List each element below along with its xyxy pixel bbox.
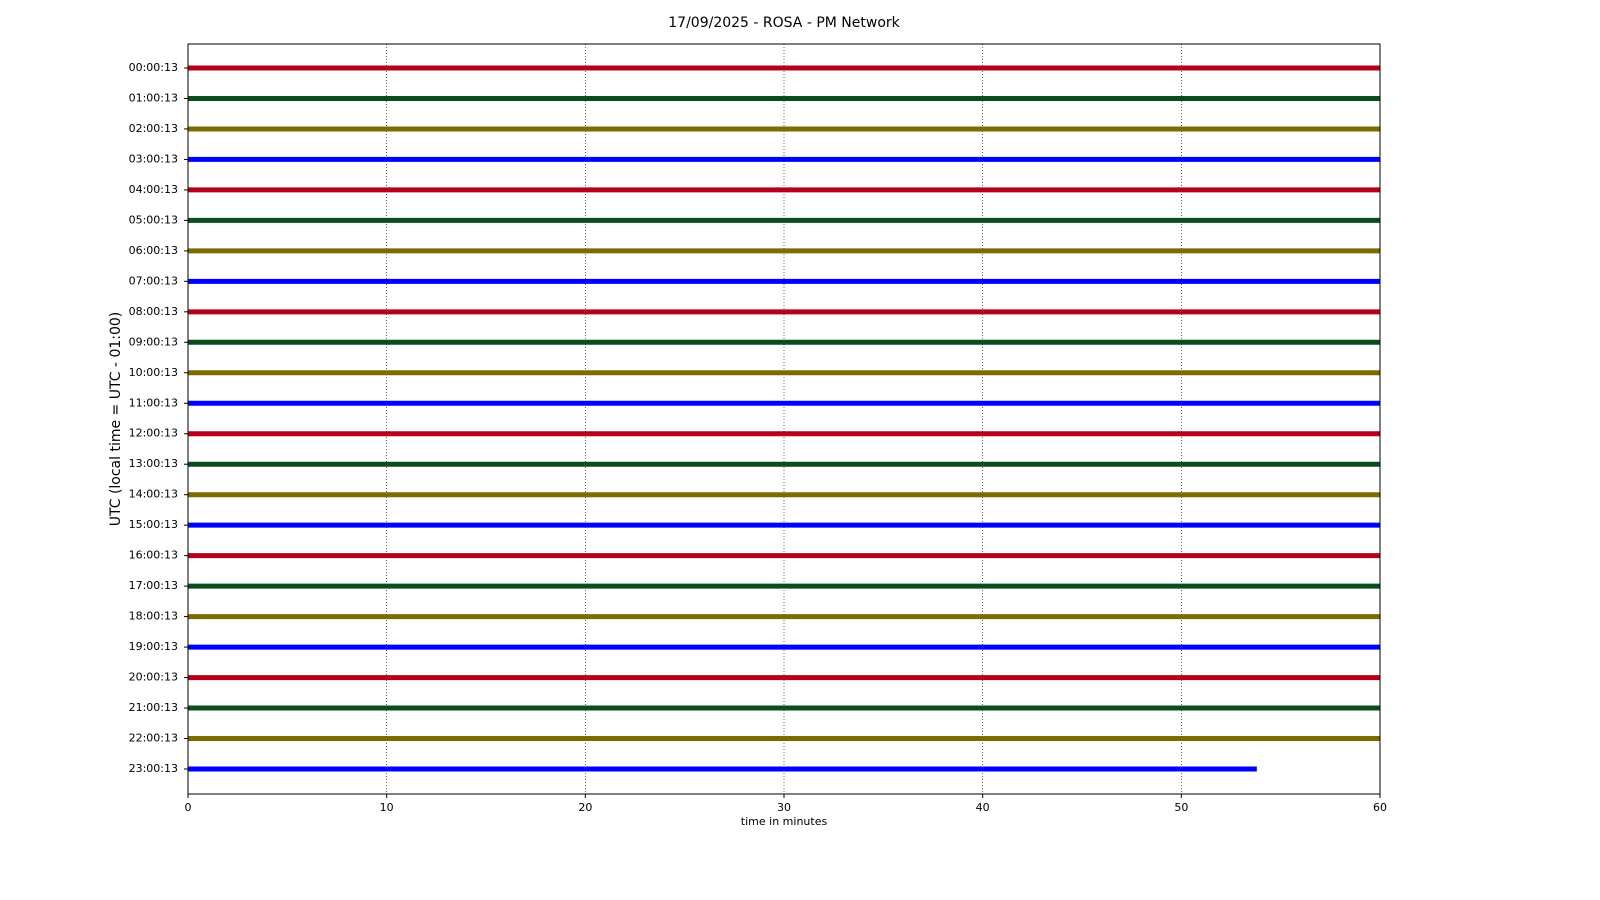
plot-frame bbox=[187, 43, 1381, 795]
y-tick-label: 17:00:13 bbox=[129, 579, 178, 592]
x-tick-label: 0 bbox=[185, 801, 192, 814]
y-tick-label: 02:00:13 bbox=[129, 122, 178, 135]
y-tick-label: 19:00:13 bbox=[129, 640, 178, 653]
y-tick-label: 13:00:13 bbox=[129, 457, 178, 470]
y-tick-label: 08:00:13 bbox=[129, 305, 178, 318]
y-tick-label: 06:00:13 bbox=[129, 244, 178, 257]
x-tick-label: 10 bbox=[380, 801, 394, 814]
y-tick-label: 14:00:13 bbox=[129, 488, 178, 501]
y-tick-label: 01:00:13 bbox=[129, 91, 178, 104]
x-axis-label: time in minutes bbox=[741, 815, 828, 828]
y-tick-label: 04:00:13 bbox=[129, 183, 178, 196]
y-tick-label: 11:00:13 bbox=[129, 396, 178, 409]
y-tick-label: 22:00:13 bbox=[129, 732, 178, 745]
y-tick-label: 12:00:13 bbox=[129, 427, 178, 440]
y-tick-label: 16:00:13 bbox=[129, 549, 178, 562]
x-tick-label: 40 bbox=[976, 801, 990, 814]
x-tick-label: 30 bbox=[777, 801, 791, 814]
y-tick-label: 18:00:13 bbox=[129, 610, 178, 623]
y-tick-label: 00:00:13 bbox=[129, 61, 178, 74]
x-tick-label: 60 bbox=[1373, 801, 1387, 814]
chart-title: 17/09/2025 - ROSA - PM Network bbox=[668, 15, 900, 31]
y-tick-label: 23:00:13 bbox=[129, 762, 178, 775]
y-tick-label: 09:00:13 bbox=[129, 335, 178, 348]
y-tick-label: 15:00:13 bbox=[129, 518, 178, 531]
y-axis-label: UTC (local time = UTC - 01:00) bbox=[108, 312, 124, 527]
x-tick-label: 50 bbox=[1174, 801, 1188, 814]
y-tick-label: 10:00:13 bbox=[129, 366, 178, 379]
y-tick-label: 05:00:13 bbox=[129, 213, 178, 226]
y-tick-label: 07:00:13 bbox=[129, 274, 178, 287]
y-tick-label: 03:00:13 bbox=[129, 152, 178, 165]
y-tick-label: 21:00:13 bbox=[129, 701, 178, 714]
y-tick-label: 20:00:13 bbox=[129, 671, 178, 684]
x-tick-label: 20 bbox=[578, 801, 592, 814]
